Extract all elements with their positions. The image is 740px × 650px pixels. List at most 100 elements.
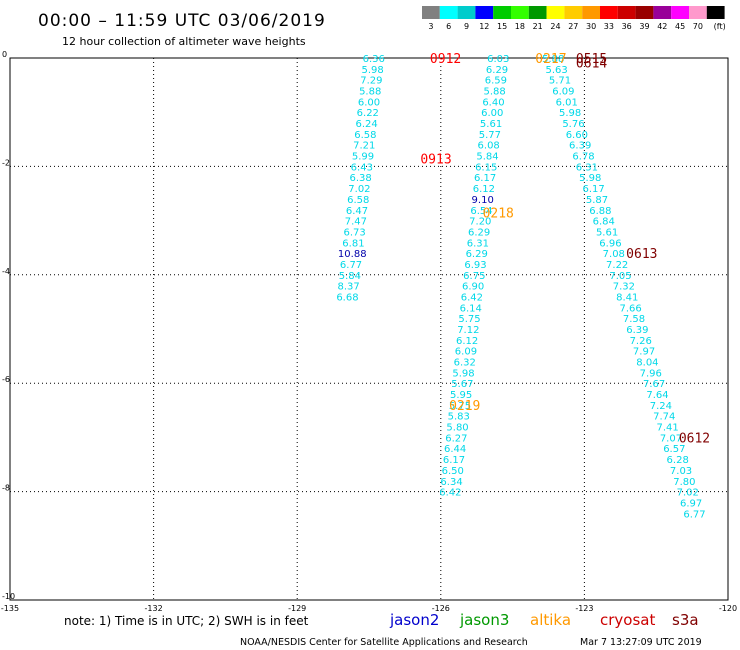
scale-swatch <box>439 6 458 19</box>
scale-label: 21 <box>533 22 543 31</box>
swh-value: 5.88 <box>484 87 506 98</box>
swh-value: 5.88 <box>359 87 381 98</box>
swh-value: 6.93 <box>464 260 486 271</box>
swh-value: 6.12 <box>473 184 495 195</box>
scale-swatch <box>528 6 547 19</box>
swh-value: 7.26 <box>630 336 652 347</box>
swh-value: 6.58 <box>354 130 376 141</box>
pass-label: 0612 <box>679 431 710 446</box>
chart-title: 00:00 – 11:59 UTC 03/06/2019 <box>38 11 326 31</box>
swh-value: 6.17 <box>582 184 604 195</box>
swh-value: 6.09 <box>455 347 477 358</box>
swh-value: 7.64 <box>646 390 668 401</box>
data-points: 6.365.987.295.886.006.226.246.587.215.99… <box>336 54 705 520</box>
x-tick-label: -135 <box>1 604 19 613</box>
swh-value: 7.80 <box>673 477 695 488</box>
scale-swatch <box>635 6 654 19</box>
swh-value: 8.37 <box>338 282 360 293</box>
y-tick-label: -8 <box>2 484 10 493</box>
swh-value: 7.05 <box>609 271 631 282</box>
swh-value: 6.03 <box>487 54 509 65</box>
legend-cryosat: cryosat <box>600 611 655 629</box>
swh-value: 5.75 <box>449 401 471 412</box>
swh-value: 7.97 <box>633 347 655 358</box>
scale-label: 45 <box>675 22 685 31</box>
swh-value: 5.88 <box>542 54 564 65</box>
swh-value: 6.43 <box>351 162 373 173</box>
swh-value: 10.88 <box>338 249 367 260</box>
swh-value: 7.58 <box>623 314 645 325</box>
swh-value: 6.84 <box>593 217 615 228</box>
pass-label: 0912 <box>430 52 461 67</box>
swh-value: 7.32 <box>613 282 635 293</box>
swh-value: 5.75 <box>458 314 480 325</box>
pass-label: 0614 <box>576 56 607 71</box>
swh-value: 7.07 <box>660 433 682 444</box>
legend-jason3: jason3 <box>459 611 509 629</box>
swh-value: 5.83 <box>448 412 470 423</box>
swh-value: 6.08 <box>478 141 500 152</box>
swh-value: 7.67 <box>643 379 665 390</box>
swh-value: 5.61 <box>596 227 618 238</box>
swh-value: 6.17 <box>443 455 465 466</box>
swh-value: 9.10 <box>472 195 494 206</box>
swh-value: 6.00 <box>481 108 503 119</box>
swh-value: 5.98 <box>559 108 581 119</box>
swh-value: 6.31 <box>467 238 489 249</box>
swh-value: 6.42 <box>439 488 461 499</box>
swh-value: 6.75 <box>463 271 485 282</box>
swh-value: 7.02 <box>348 184 370 195</box>
swh-value: 6.32 <box>454 358 476 369</box>
swh-value: 7.21 <box>353 141 375 152</box>
swh-value: 7.02 <box>677 488 699 499</box>
swh-value: 6.17 <box>474 173 496 184</box>
swh-value: 6.90 <box>462 282 484 293</box>
swh-value: 6.44 <box>444 444 466 455</box>
scale-swatch <box>689 6 707 19</box>
swh-value: 7.74 <box>653 412 675 423</box>
scale-swatch <box>617 6 636 19</box>
swh-value: 6.27 <box>445 433 467 444</box>
swh-value: 6.14 <box>460 303 482 314</box>
scale-swatch <box>706 6 725 19</box>
scale-label: 70 <box>693 22 703 31</box>
swh-value: 5.98 <box>452 368 474 379</box>
swh-value: 6.88 <box>589 206 611 217</box>
swh-value: 7.47 <box>345 217 367 228</box>
swh-value: 5.77 <box>479 130 501 141</box>
plot-frame <box>9 57 729 601</box>
swh-value: 7.20 <box>469 217 491 228</box>
swh-value: 6.38 <box>349 173 371 184</box>
swh-value: 5.95 <box>450 390 472 401</box>
swh-value: 5.63 <box>546 65 568 76</box>
y-tick-label: 0 <box>2 50 7 59</box>
swh-value: 7.03 <box>670 466 692 477</box>
swh-value: 6.00 <box>358 97 380 108</box>
swh-value: 6.22 <box>357 108 379 119</box>
swh-value: 6.60 <box>566 130 588 141</box>
pass-label: 0515 <box>576 52 607 67</box>
note-text: note: 1) Time is in UTC; 2) SWH is in fe… <box>64 614 309 628</box>
swh-value: 6.40 <box>482 97 504 108</box>
axis-ticks: -135 -132 -129 -126 -123 -120 0 -2 -4 -6 -8 -10 <box>1 50 737 613</box>
swh-value: 7.41 <box>656 423 678 434</box>
scale-label: 33 <box>604 22 614 31</box>
pass-label: 0613 <box>626 247 657 262</box>
swh-value: 8.04 <box>636 358 658 369</box>
swh-value: 6.68 <box>336 292 358 303</box>
swh-value: 5.71 <box>549 76 571 87</box>
y-tick-label: -10 <box>2 592 15 601</box>
y-tick-label: -6 <box>2 375 10 384</box>
scale-swatch <box>511 6 529 19</box>
swh-value: 6.54 <box>470 206 492 217</box>
swh-value: 7.22 <box>606 260 628 271</box>
y-tick-label: -4 <box>2 267 10 276</box>
x-tick-label: -132 <box>145 604 163 613</box>
legend-altika: altika <box>530 611 571 629</box>
swh-value: 7.12 <box>457 325 479 336</box>
swh-value: 6.09 <box>552 87 574 98</box>
swh-value: 6.01 <box>556 97 578 108</box>
x-tick-label: -120 <box>719 604 737 613</box>
scale-swatch <box>422 6 440 19</box>
